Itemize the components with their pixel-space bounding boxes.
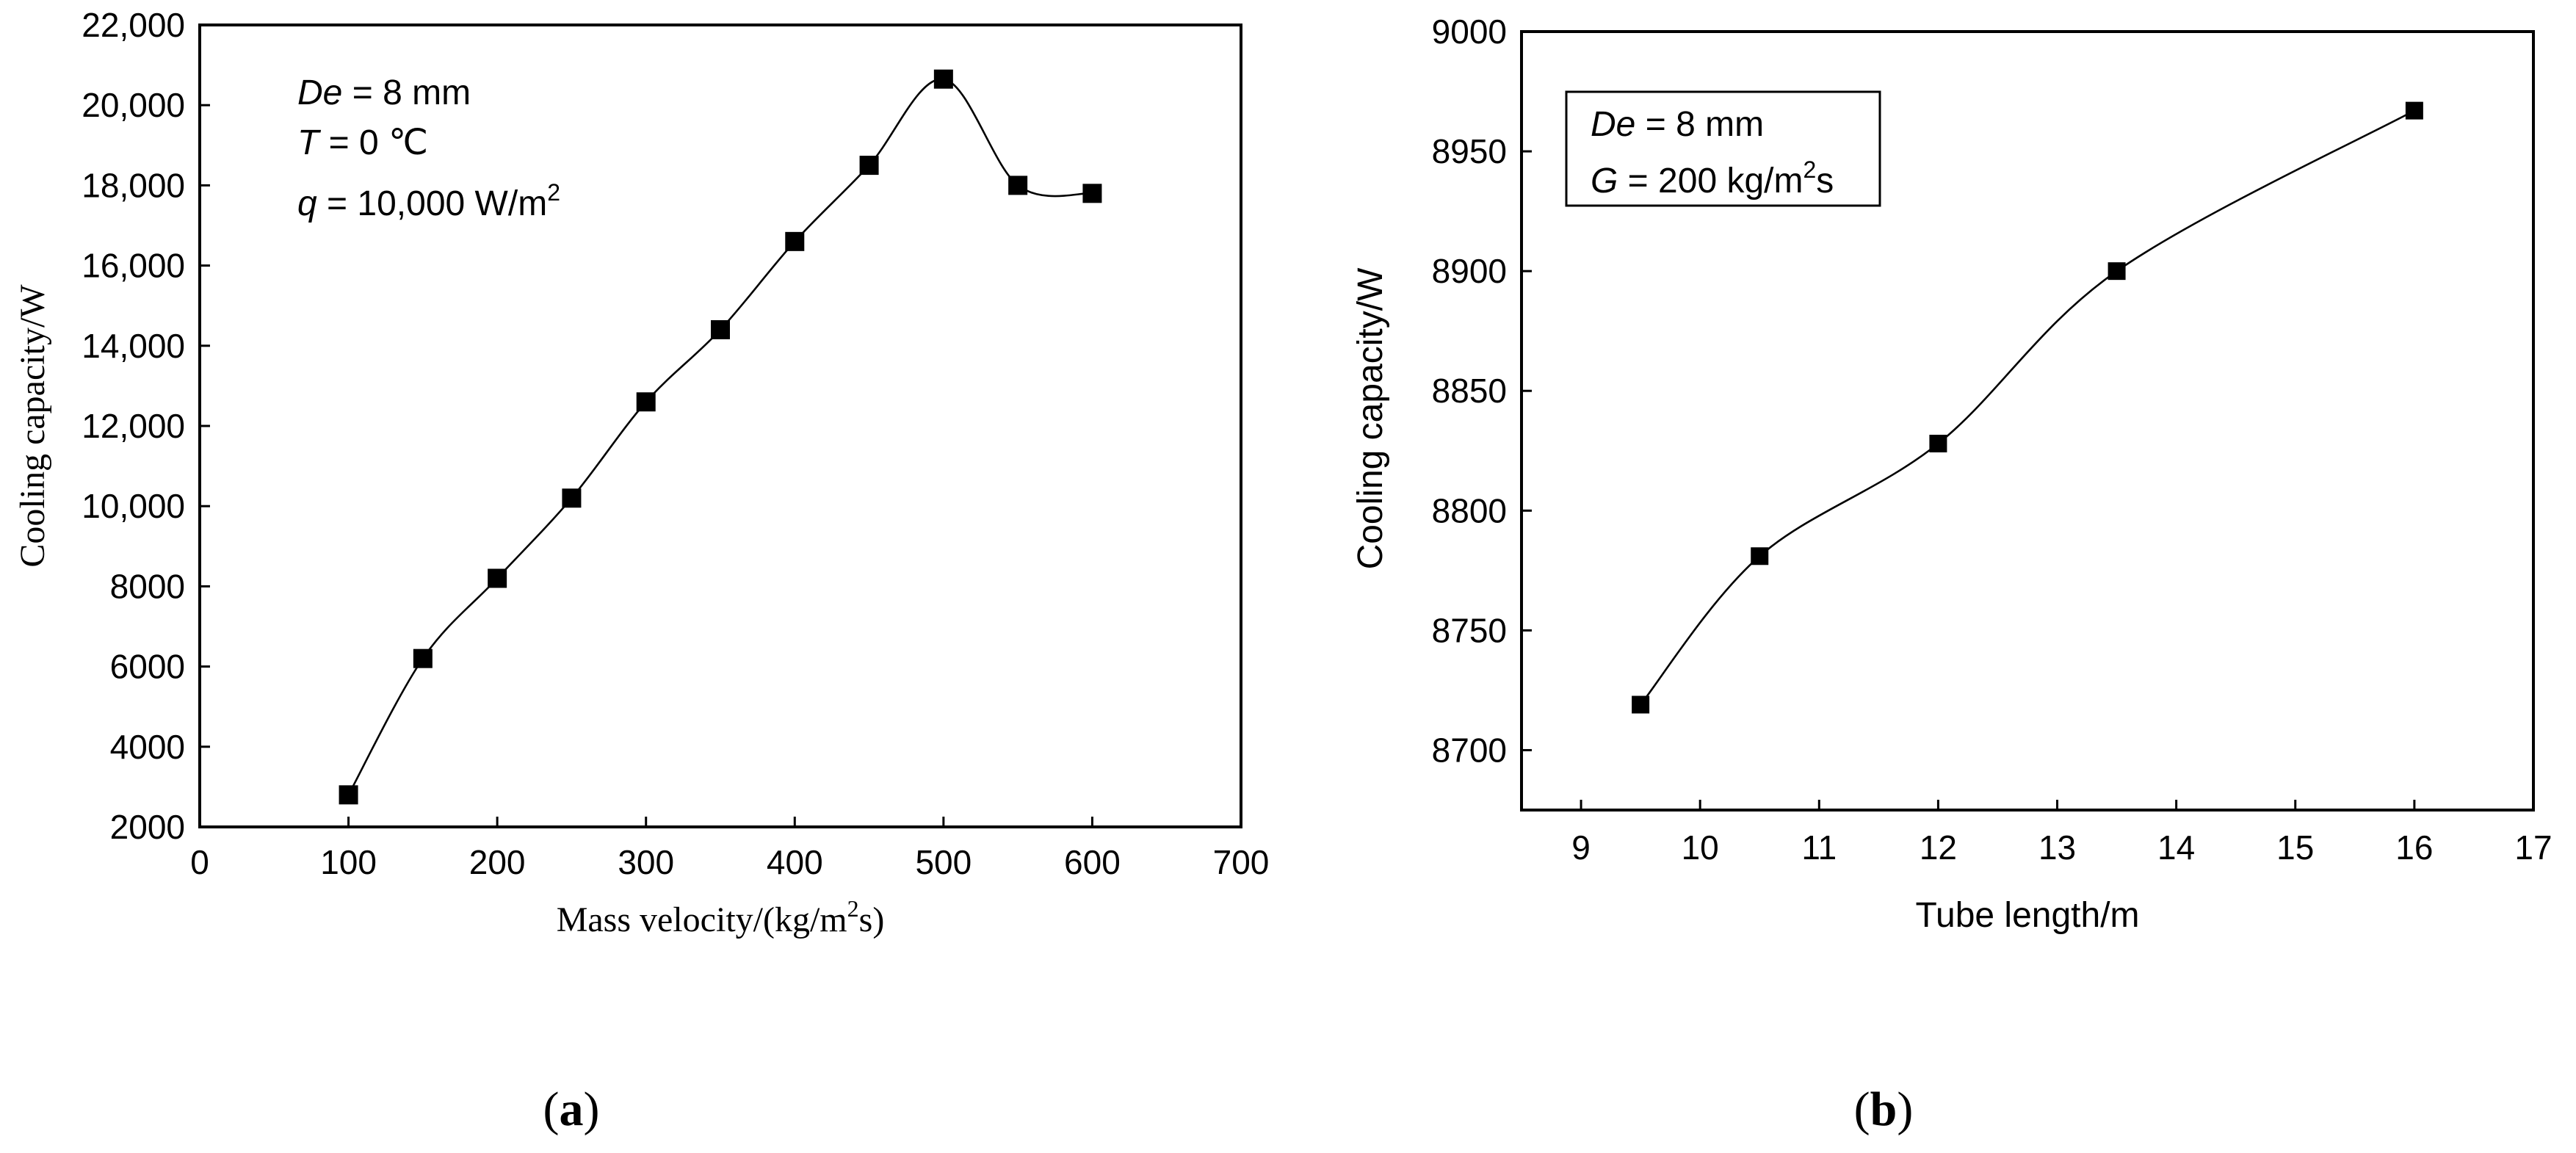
chart-panel-a: 0 100 200 300 400 500 600 700 2000 4000 6000 8000 1… <box>13 6 1269 1136</box>
chart-a-y-tick-label: 20,000 <box>82 86 185 124</box>
chart-a-x-axis-label: Mass velocity/(kg/m2s) <box>557 895 885 939</box>
chart-b-annotation-de: De = 8 mm <box>1591 105 1764 144</box>
chart-a-data-point <box>339 785 358 805</box>
chart-b-y-tick-label: 8900 <box>1432 252 1507 290</box>
chart-b-data-point <box>1632 695 1650 714</box>
chart-b-x-tick-label: 15 <box>2276 828 2314 867</box>
chart-a-y-tick-label: 8000 <box>110 567 185 605</box>
chart-a-x-tick-label: 700 <box>1213 843 1270 881</box>
chart-a-x-tick-label: 300 <box>618 843 674 881</box>
chart-b-data-point <box>2405 101 2423 120</box>
chart-b-y-tick-label: 8700 <box>1432 731 1507 769</box>
chart-a-x-tick-label: 600 <box>1064 843 1121 881</box>
chart-b-plot-frame <box>1520 30 2535 812</box>
chart-a-y-tick-label: 22,000 <box>82 6 185 44</box>
chart-b-data-point <box>1929 434 1947 452</box>
chart-b-data-point <box>2108 262 2126 281</box>
chart-a-x-tick-label: 100 <box>320 843 377 881</box>
chart-a-y-tick-label: 4000 <box>110 728 185 766</box>
chart-b-x-tick-label: 13 <box>2038 828 2076 867</box>
chart-a-y-axis-label: Cooling capacity/W <box>13 284 52 568</box>
chart-b-y-axis-label: Cooling capacity/W <box>1351 267 1390 570</box>
chart-a-data-point <box>1008 176 1028 195</box>
chart-a-x-tick-label: 400 <box>767 843 823 881</box>
chart-a-annotation-q: q = 10,000 W/m2 <box>297 179 560 223</box>
chart-a-y-tick-label: 6000 <box>110 648 185 686</box>
chart-a-x-tick-label: 0 <box>190 843 209 881</box>
chart-b-y-tick-label: 8850 <box>1432 372 1507 410</box>
chart-a-data-point <box>562 488 582 508</box>
chart-b-data-points <box>1632 101 2423 714</box>
chart-a-y-tick-label: 14,000 <box>82 327 185 365</box>
chart-b-x-tick-label: 12 <box>1920 828 1957 867</box>
chart-a-y-tick-label: 18,000 <box>82 166 185 204</box>
chart-a-data-point <box>488 568 507 588</box>
chart-b-curve-layer <box>1640 109 2415 706</box>
chart-b-series-line <box>1640 109 2415 706</box>
panel-label-b: (b) <box>1854 1082 1914 1136</box>
chart-b-data-point <box>1751 547 1769 565</box>
chart-b-y-tick-label: 8800 <box>1432 491 1507 529</box>
chart-a-data-points <box>339 69 1102 805</box>
chart-b-x-tick-label: 16 <box>2395 828 2433 867</box>
chart-a-x-axis: 0 100 200 300 400 500 600 700 <box>190 817 1269 881</box>
chart-b-y-tick-label: 8950 <box>1432 132 1507 170</box>
chart-b-y-tick-label: 8750 <box>1432 611 1507 649</box>
chart-a-annotation-t: T = 0 ℃ <box>297 123 428 162</box>
chart-a-y-tick-label: 10,000 <box>82 487 185 525</box>
chart-b-x-tick-label: 14 <box>2157 828 2195 867</box>
chart-a-data-point <box>711 319 730 339</box>
chart-b-x-axis: 9 10 11 12 13 14 15 16 17 <box>1571 800 2553 867</box>
chart-a-x-tick-label: 200 <box>469 843 526 881</box>
chart-b-annotation-g: G = 200 kg/m2s <box>1591 156 1834 200</box>
chart-a-data-point <box>413 648 433 668</box>
chart-b-x-tick-label: 11 <box>1801 828 1837 867</box>
chart-b-legend-box <box>1565 90 1881 207</box>
chart-a-data-point <box>859 156 879 176</box>
chart-b-y-tick-label: 9000 <box>1432 12 1507 51</box>
panel-label-a: (a) <box>543 1082 600 1136</box>
chart-a-data-point <box>1082 184 1102 203</box>
chart-a-data-point <box>636 392 656 412</box>
chart-a-data-point <box>785 231 805 251</box>
chart-a-y-tick-label: 2000 <box>110 808 185 846</box>
chart-b-x-tick-label: 17 <box>2514 828 2552 867</box>
chart-b-x-axis-label: Tube length/m <box>1915 896 2139 935</box>
chart-a-annotation-de: De = 8 mm <box>297 73 471 112</box>
chart-b-x-tick-label: 9 <box>1571 828 1591 867</box>
chart-a-x-tick-label: 500 <box>915 843 972 881</box>
chart-a-y-axis: 2000 4000 6000 8000 10,000 12,000 14,000 16,000… <box>82 6 210 846</box>
chart-panel-b: 9 10 11 12 13 14 15 16 17 8700 8750 8800 8850 8900 89… <box>1351 12 2553 1136</box>
chart-a-y-tick-label: 16,000 <box>82 247 185 285</box>
chart-a-data-point <box>933 69 953 89</box>
chart-b-y-axis: 8700 8750 8800 8850 8900 8950 9000 <box>1432 12 1532 769</box>
chart-a-y-tick-label: 12,000 <box>82 407 185 445</box>
chart-b-x-tick-label: 10 <box>1682 828 1719 867</box>
